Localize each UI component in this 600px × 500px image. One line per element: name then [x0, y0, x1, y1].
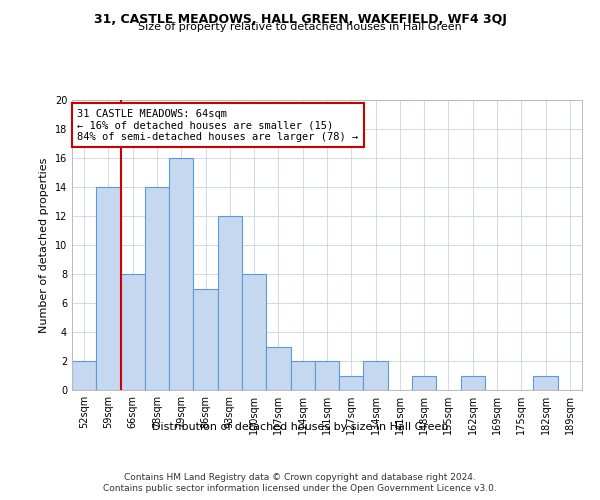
Y-axis label: Number of detached properties: Number of detached properties: [39, 158, 49, 332]
Text: Contains HM Land Registry data © Crown copyright and database right 2024.: Contains HM Land Registry data © Crown c…: [124, 472, 476, 482]
Bar: [218, 216, 242, 390]
Bar: [169, 158, 193, 390]
Text: Distribution of detached houses by size in Hall Green: Distribution of detached houses by size …: [152, 422, 448, 432]
Bar: [96, 187, 121, 390]
Text: 31, CASTLE MEADOWS, HALL GREEN, WAKEFIELD, WF4 3QJ: 31, CASTLE MEADOWS, HALL GREEN, WAKEFIEL…: [94, 12, 506, 26]
Text: Size of property relative to detached houses in Hall Green: Size of property relative to detached ho…: [138, 22, 462, 32]
Bar: [242, 274, 266, 390]
Text: 31 CASTLE MEADOWS: 64sqm
← 16% of detached houses are smaller (15)
84% of semi-d: 31 CASTLE MEADOWS: 64sqm ← 16% of detach…: [77, 108, 358, 142]
Bar: [461, 376, 485, 390]
Bar: [339, 376, 364, 390]
Bar: [145, 187, 169, 390]
Text: Contains public sector information licensed under the Open Government Licence v3: Contains public sector information licen…: [103, 484, 497, 493]
Bar: [290, 361, 315, 390]
Bar: [315, 361, 339, 390]
Bar: [412, 376, 436, 390]
Bar: [266, 346, 290, 390]
Bar: [193, 288, 218, 390]
Bar: [72, 361, 96, 390]
Bar: [533, 376, 558, 390]
Bar: [121, 274, 145, 390]
Bar: [364, 361, 388, 390]
